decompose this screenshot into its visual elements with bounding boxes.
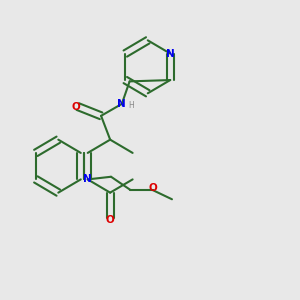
Text: N: N — [166, 49, 175, 58]
Text: O: O — [148, 183, 157, 194]
Text: O: O — [106, 215, 115, 225]
Text: H: H — [128, 101, 134, 110]
Text: O: O — [72, 101, 80, 112]
Text: N: N — [118, 99, 126, 109]
Text: N: N — [83, 174, 92, 184]
